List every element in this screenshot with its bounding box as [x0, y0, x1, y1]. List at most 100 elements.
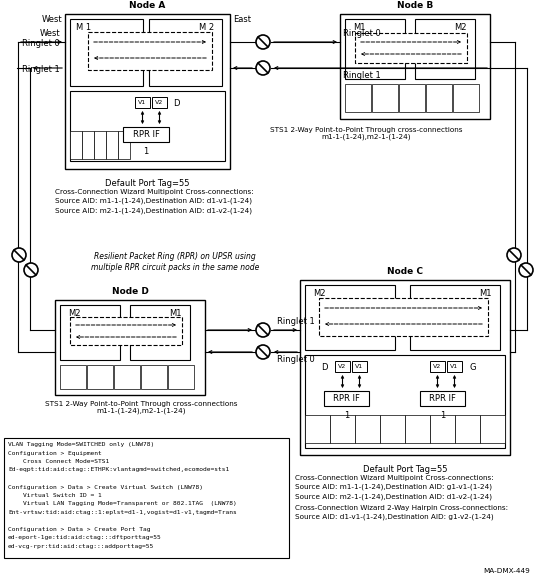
Text: Ringlet 0: Ringlet 0 — [22, 39, 60, 49]
Bar — [430, 415, 455, 443]
Bar — [114, 365, 140, 389]
Text: M 2: M 2 — [199, 23, 215, 32]
Bar — [123, 127, 169, 142]
Bar — [340, 14, 490, 119]
Text: VLAN Tagging Mode=SWITCHED only (LNW78): VLAN Tagging Mode=SWITCHED only (LNW78) — [8, 442, 154, 447]
Bar — [447, 361, 462, 372]
Text: Ringlet 0: Ringlet 0 — [277, 355, 315, 365]
Bar — [94, 131, 106, 159]
Bar — [405, 415, 430, 443]
Bar — [480, 415, 505, 443]
Text: V1: V1 — [451, 364, 459, 369]
Bar — [149, 19, 222, 86]
Text: STS1 2-Way Point-to-Point Through cross-connections
m1-1-(1-24),m2-1-(1-24): STS1 2-Way Point-to-Point Through cross-… — [45, 401, 238, 414]
Bar — [319, 298, 488, 336]
Bar — [453, 84, 479, 112]
Text: Source AID: m2-1-(1-24),Destination AID: d1-v2-(1-24): Source AID: m2-1-(1-24),Destination AID:… — [295, 493, 492, 499]
Bar — [82, 131, 94, 159]
Bar — [4, 438, 289, 558]
Text: Cross Connect Mode=STS1: Cross Connect Mode=STS1 — [8, 459, 109, 464]
Text: RPR IF: RPR IF — [132, 130, 160, 139]
Text: M1: M1 — [169, 309, 181, 318]
Text: Source AID: m1-1-(1-24),Destination AID: d1-v1-(1-24): Source AID: m1-1-(1-24),Destination AID:… — [55, 198, 252, 205]
Bar — [65, 14, 230, 169]
Bar — [330, 415, 355, 443]
Text: Default Port Tag=55: Default Port Tag=55 — [363, 465, 447, 474]
Bar — [335, 361, 350, 372]
Text: Virtual LAN Tagging Mode=Transparent or 802.1TAG  (LNW78): Virtual LAN Tagging Mode=Transparent or … — [8, 502, 237, 506]
Bar — [70, 317, 182, 345]
Bar — [70, 19, 143, 86]
Bar — [300, 280, 510, 455]
Bar — [305, 355, 505, 448]
Bar — [324, 391, 369, 406]
Text: D: D — [321, 362, 328, 372]
Text: Node B: Node B — [397, 1, 433, 10]
Text: ed-eport-1ge:tid:aid:ctag:::dftporttag=55: ed-eport-1ge:tid:aid:ctag:::dftporttag=5… — [8, 535, 162, 540]
Bar — [355, 415, 380, 443]
Bar — [345, 19, 405, 79]
Text: Node C: Node C — [387, 267, 423, 276]
Text: Resilient Packet Ring (RPR) on UPSR using
multiple RPR circuit packs in the same: Resilient Packet Ring (RPR) on UPSR usin… — [91, 253, 259, 272]
Text: M2: M2 — [313, 289, 325, 298]
Circle shape — [24, 263, 38, 277]
Bar — [380, 415, 405, 443]
Circle shape — [12, 248, 26, 262]
Text: Ringlet 0: Ringlet 0 — [343, 29, 381, 39]
Bar — [60, 305, 120, 360]
Text: V2: V2 — [434, 364, 442, 369]
Text: Node A: Node A — [129, 1, 166, 10]
Text: RPR IF: RPR IF — [333, 394, 360, 403]
Text: V2: V2 — [155, 100, 163, 105]
Bar — [70, 91, 225, 161]
Text: M1: M1 — [479, 289, 491, 298]
Circle shape — [256, 323, 270, 337]
Bar — [345, 84, 371, 112]
Text: Ringlet 1: Ringlet 1 — [277, 317, 315, 327]
Text: Cross-Connection Wizard Multipoint Cross-connections:: Cross-Connection Wizard Multipoint Cross… — [55, 189, 254, 195]
Text: Node D: Node D — [112, 287, 148, 296]
Text: West: West — [40, 29, 60, 39]
Bar — [352, 361, 367, 372]
Circle shape — [256, 35, 270, 49]
Bar — [455, 415, 480, 443]
Text: Virtual Switch ID = 1: Virtual Switch ID = 1 — [8, 493, 102, 498]
Text: Ringlet 1: Ringlet 1 — [22, 65, 60, 75]
Bar — [420, 391, 465, 406]
Text: Ed-eqpt:tid:aid:ctag::ETHPK:vlantagmd=switched,ecomode=sts1: Ed-eqpt:tid:aid:ctag::ETHPK:vlantagmd=sw… — [8, 468, 229, 472]
Bar — [399, 84, 425, 112]
Bar — [430, 361, 445, 372]
Bar — [305, 285, 395, 350]
Text: V2: V2 — [339, 364, 347, 369]
Text: V1: V1 — [356, 364, 364, 369]
Text: 1: 1 — [143, 147, 148, 156]
Bar — [305, 415, 330, 443]
Text: Ent-vrtsw:tid:aid:ctag::1:eplst=d1-1,vogist=d1-v1,tagmd=Trans: Ent-vrtsw:tid:aid:ctag::1:eplst=d1-1,vog… — [8, 510, 237, 515]
Text: Source AID: m2-1-(1-24),Destination AID: d1-v2-(1-24): Source AID: m2-1-(1-24),Destination AID:… — [55, 207, 252, 213]
Bar — [130, 305, 190, 360]
Text: STS1 2-Way Point-to-Point Through cross-connections
m1-1-(1-24),m2-1-(1-24): STS1 2-Way Point-to-Point Through cross-… — [270, 127, 462, 140]
Text: Default Port Tag=55: Default Port Tag=55 — [105, 179, 190, 188]
Text: 1: 1 — [344, 411, 349, 420]
Text: Cross-Connection Wizard 2-Way Hairpin Cross-connections:: Cross-Connection Wizard 2-Way Hairpin Cr… — [295, 505, 508, 511]
Bar — [410, 285, 500, 350]
Circle shape — [507, 248, 521, 262]
Bar — [168, 365, 194, 389]
Bar — [106, 131, 118, 159]
Text: M 1: M 1 — [76, 23, 91, 32]
Text: Configuration > Equipment: Configuration > Equipment — [8, 450, 102, 455]
Text: M2: M2 — [68, 309, 80, 318]
Text: ed-vcg-rpr:tid:aid:ctag:::addporttag=55: ed-vcg-rpr:tid:aid:ctag:::addporttag=55 — [8, 544, 154, 549]
Bar — [60, 365, 86, 389]
Bar — [415, 19, 475, 79]
Text: RPR IF: RPR IF — [429, 394, 456, 403]
Bar — [141, 365, 167, 389]
Text: West: West — [41, 16, 62, 24]
Text: D: D — [173, 98, 179, 108]
Text: Configuration > Data > Create Port Tag: Configuration > Data > Create Port Tag — [8, 527, 151, 532]
Text: V1: V1 — [138, 100, 146, 105]
Bar — [118, 131, 130, 159]
Text: MA-DMX-449: MA-DMX-449 — [483, 568, 530, 574]
Circle shape — [256, 345, 270, 359]
Bar — [70, 131, 82, 159]
